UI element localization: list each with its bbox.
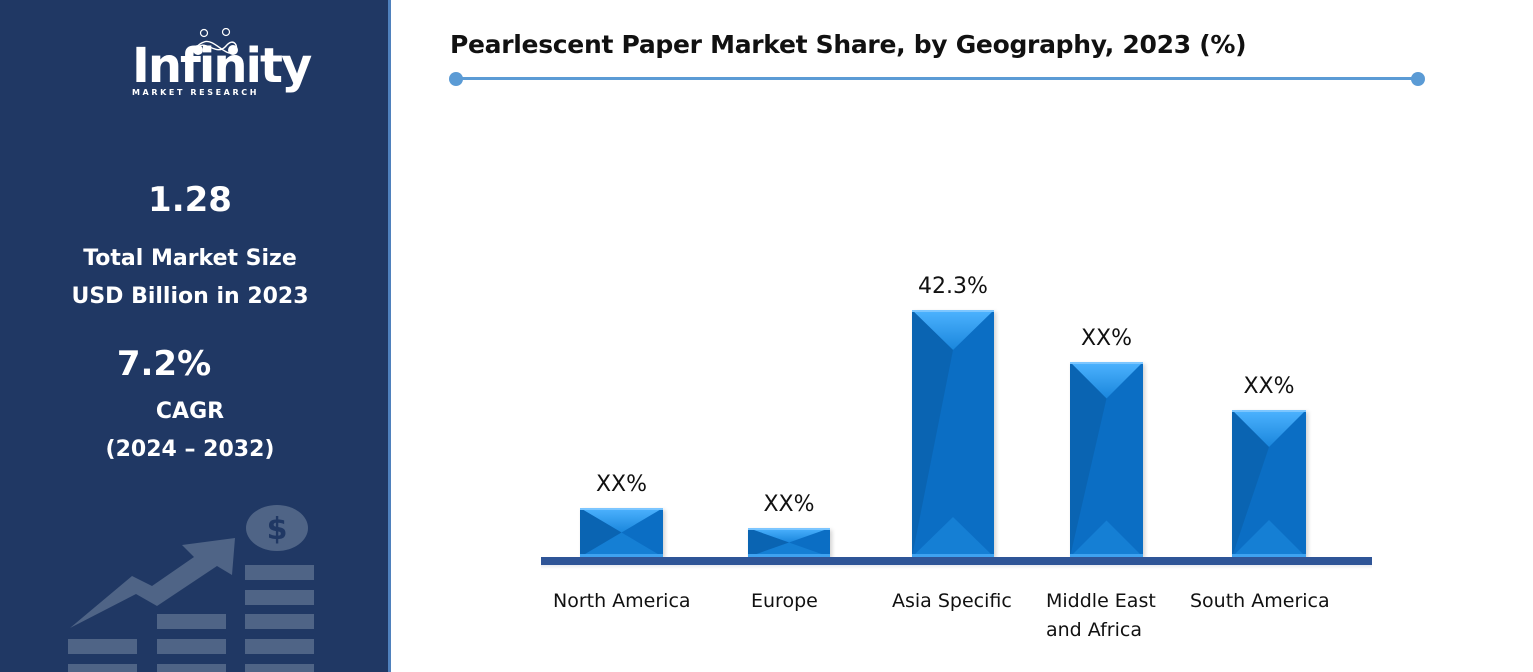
title-line-dot-right xyxy=(1411,72,1425,86)
title-line-dot-left xyxy=(449,72,463,86)
category-label: South America xyxy=(1190,587,1330,616)
brand-tagline: MARKET RESEARCH xyxy=(132,88,259,97)
brand-logo: Infinity MARKET RESEARCH xyxy=(128,28,312,100)
category-label: Asia Specific xyxy=(892,587,1012,616)
cagr-value: 7.2% xyxy=(116,344,212,384)
bar-north-america xyxy=(580,508,663,557)
bar-value-label: XX% xyxy=(1080,326,1133,351)
sidebar: Infinity MARKET RESEARCH 1.28 Total Mark… xyxy=(0,0,388,672)
brand-name: Infinity xyxy=(132,38,312,94)
category-label: Europe xyxy=(751,587,818,616)
bar-south-america xyxy=(1232,410,1306,557)
category-label: North America xyxy=(553,587,691,616)
chart-title: Pearlescent Paper Market Share, by Geogr… xyxy=(450,30,1247,59)
category-label-line: Asia Specific xyxy=(892,590,1012,612)
category-label-line: South America xyxy=(1190,590,1330,612)
category-label-line: Middle East xyxy=(1046,590,1156,612)
category-label: Middle East and Africa xyxy=(1046,587,1156,645)
cagr-label: CAGR xyxy=(155,399,225,424)
category-label-line: and Africa xyxy=(1046,619,1142,641)
sidebar-divider xyxy=(388,0,391,672)
title-underline xyxy=(456,77,1418,80)
bar-middle-east-and-africa xyxy=(1070,362,1143,557)
bar-value-label: 42.3% xyxy=(918,274,988,299)
category-label-line: Europe xyxy=(751,590,818,612)
infinity-people-icon xyxy=(193,28,238,55)
market-size-label-line1: Total Market Size xyxy=(83,246,297,271)
category-label-line: North America xyxy=(553,590,691,612)
bar-asia-specific xyxy=(912,310,994,557)
svg-text:$: $ xyxy=(267,512,288,547)
bar-value-label: XX% xyxy=(595,472,648,497)
axis-shadow xyxy=(541,565,1372,569)
bar-value-label: XX% xyxy=(763,492,815,517)
market-size-label-line2: USD Billion in 2023 xyxy=(71,284,309,309)
cagr-period: (2024 – 2032) xyxy=(105,437,275,462)
x-axis-baseline xyxy=(541,557,1372,565)
growth-chart-dollar-icon: $ xyxy=(68,505,314,672)
bar-value-label: XX% xyxy=(1243,374,1295,399)
bar-europe xyxy=(748,528,830,557)
market-size-value: 1.28 xyxy=(148,180,232,220)
